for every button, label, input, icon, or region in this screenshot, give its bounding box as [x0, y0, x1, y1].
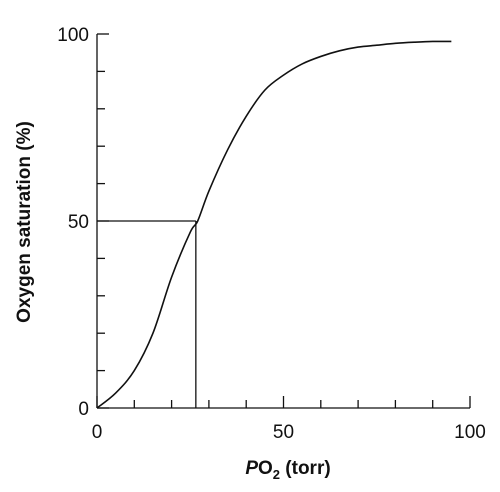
x-tick-label: 50 [273, 422, 294, 443]
p50-reference-lines [97, 220, 197, 408]
x-axis-title-subscript: 2 [273, 467, 280, 482]
y-tick-label: 0 [78, 399, 89, 420]
dissociation-curve [96, 40, 452, 409]
x-tick-label: 100 [454, 422, 486, 443]
y-tick-label: 50 [68, 212, 89, 233]
tick-labels: 0 50 100 0 50 100 [57, 25, 486, 443]
y-tick-label: 100 [57, 25, 89, 46]
y-axis-title: Oxygen saturation (%) [14, 121, 35, 323]
x-axis-title-symbol: P [245, 458, 258, 479]
x-axis-title-unit: (torr) [280, 458, 331, 479]
series-layer [96, 40, 452, 409]
x-tick-label: 0 [92, 422, 103, 443]
x-axis-title: PO2 (torr) [245, 458, 330, 482]
x-axis-title-main: O [258, 458, 273, 479]
